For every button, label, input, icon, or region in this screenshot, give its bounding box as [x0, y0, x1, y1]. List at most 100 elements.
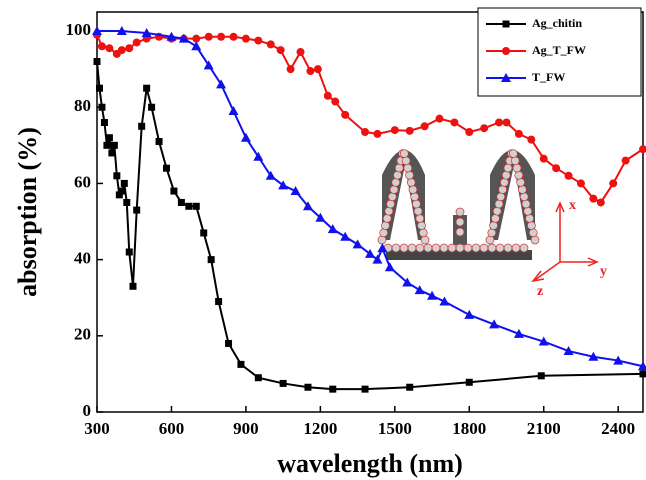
marker [129, 282, 137, 290]
marker [105, 134, 113, 142]
marker [216, 79, 227, 89]
marker [132, 38, 141, 47]
marker [596, 198, 605, 207]
marker [639, 145, 646, 154]
marker [352, 239, 363, 249]
marker [95, 84, 103, 92]
marker [98, 103, 106, 111]
y-tick-label: 60 [74, 172, 91, 191]
marker [296, 48, 305, 56]
marker [638, 361, 646, 371]
marker [406, 383, 414, 391]
series-line [96, 61, 644, 391]
marker [278, 180, 289, 190]
y-tick-label: 80 [74, 96, 91, 115]
marker [207, 256, 215, 264]
marker [313, 65, 322, 74]
marker [117, 46, 126, 55]
marker [563, 346, 574, 356]
marker [92, 26, 102, 36]
marker [228, 106, 239, 116]
marker [480, 124, 489, 133]
marker [361, 385, 369, 393]
marker [414, 285, 425, 295]
legend-marker [501, 73, 511, 82]
marker [427, 290, 438, 300]
marker [513, 328, 524, 338]
marker [639, 370, 646, 378]
marker [170, 187, 178, 195]
marker [502, 118, 511, 127]
x-axis-label: wavelength (nm) [277, 449, 463, 478]
y-tick-label: 20 [74, 325, 91, 344]
plot-frame [96, 11, 644, 413]
marker [116, 26, 127, 36]
marker [420, 122, 429, 131]
marker [266, 40, 275, 49]
marker [609, 179, 618, 188]
marker [115, 191, 123, 199]
marker [537, 372, 545, 380]
marker [588, 351, 599, 361]
marker [191, 41, 202, 51]
legend-marker [502, 20, 510, 28]
marker [240, 132, 251, 142]
marker [450, 118, 459, 127]
marker [155, 138, 163, 146]
marker [465, 128, 474, 136]
marker [254, 36, 263, 45]
inset-axis-label: x [569, 198, 576, 213]
x-tick-label: 300 [84, 419, 110, 438]
marker [108, 149, 116, 157]
x-tick-label: 1200 [303, 419, 337, 438]
marker [97, 42, 106, 51]
marker [290, 186, 301, 196]
marker [185, 202, 193, 210]
legend-marker [502, 47, 510, 55]
y-axis-label: absorption (%) [13, 127, 42, 297]
marker [200, 229, 208, 237]
marker [166, 31, 177, 41]
marker [123, 198, 131, 206]
marker [329, 385, 337, 393]
marker [576, 179, 585, 188]
marker [178, 33, 189, 43]
marker [341, 110, 350, 119]
marker [143, 84, 151, 92]
marker [514, 129, 523, 138]
inset-axis-label: y [600, 264, 607, 279]
marker [192, 202, 200, 210]
marker [331, 97, 340, 106]
x-tick-label: 2400 [601, 419, 635, 438]
marker [141, 27, 152, 37]
legend-label: Ag_chitin [532, 16, 582, 30]
marker [361, 128, 370, 136]
marker [435, 114, 444, 123]
x-tick-label: 1500 [378, 419, 412, 438]
marker [279, 379, 287, 387]
marker [372, 254, 383, 264]
marker [402, 277, 413, 287]
marker [229, 32, 238, 41]
marker [538, 336, 549, 346]
marker [225, 339, 233, 347]
marker [613, 355, 624, 365]
y-tick-label: 100 [66, 20, 92, 39]
marker [552, 164, 561, 173]
marker [217, 32, 226, 41]
x-tick-label: 1800 [452, 419, 486, 438]
marker [589, 194, 598, 203]
marker [340, 231, 351, 241]
marker [241, 34, 250, 43]
marker [315, 212, 326, 222]
y-tick-label: 0 [83, 401, 92, 420]
marker [302, 201, 313, 211]
marker [539, 154, 548, 163]
marker [621, 156, 630, 165]
legend-label: Ag_T_FW [532, 43, 586, 57]
inset-diagram [377, 149, 599, 283]
marker [286, 65, 295, 74]
marker [203, 60, 214, 70]
marker [133, 206, 141, 214]
marker [495, 118, 504, 127]
